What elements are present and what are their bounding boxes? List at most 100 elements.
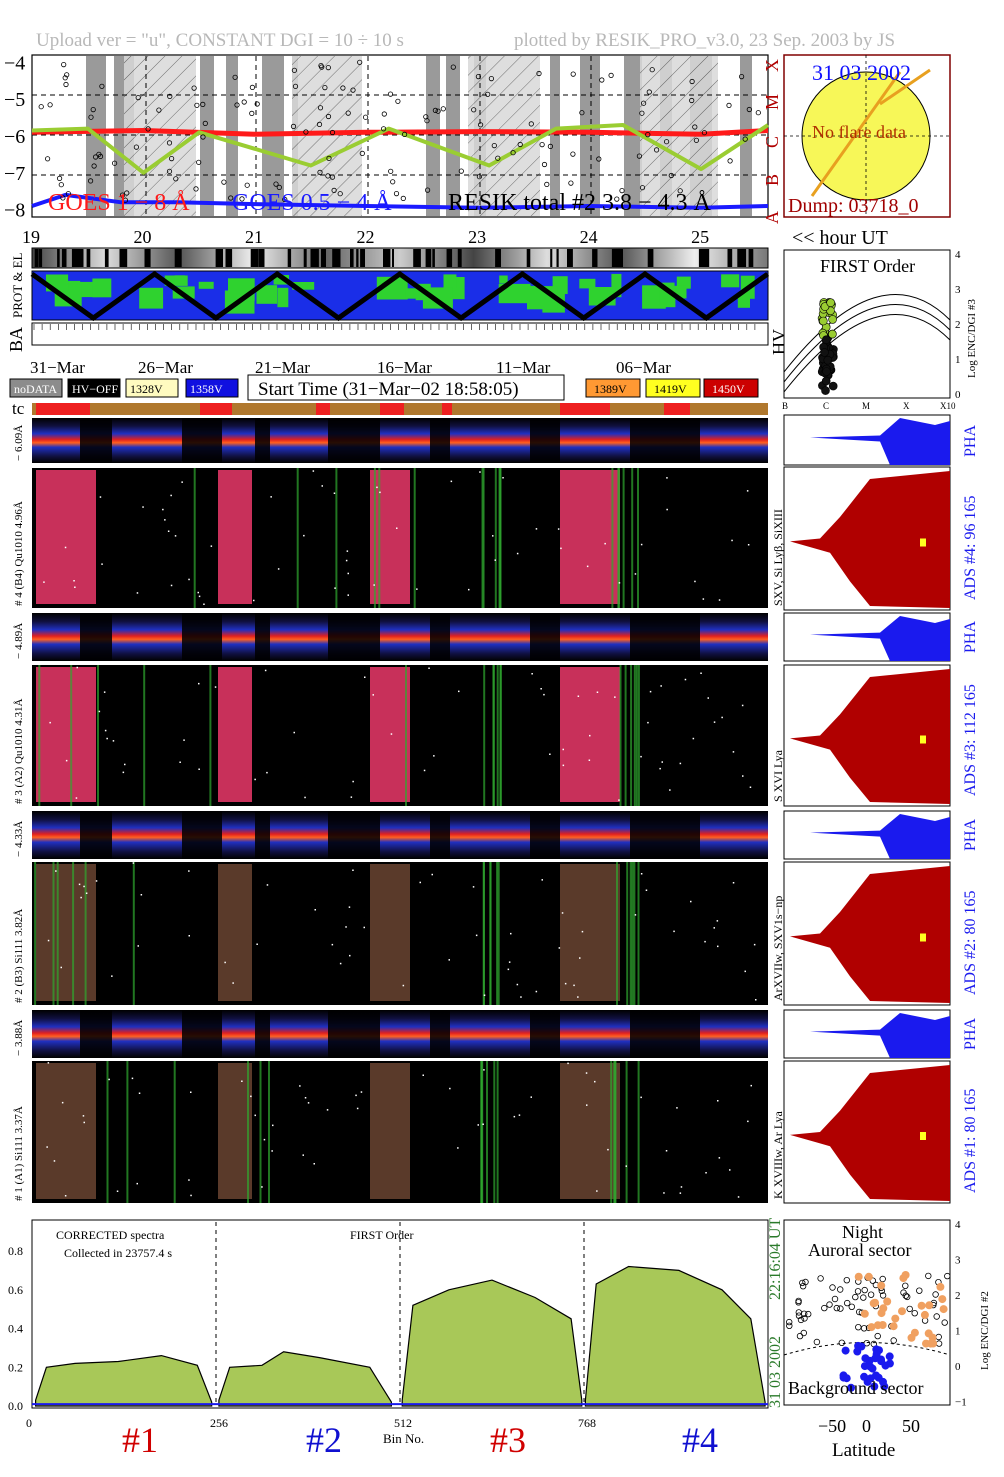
goes-scatter-point [90, 107, 96, 113]
count-speck [112, 740, 115, 742]
count-speck [713, 927, 715, 929]
particle-patch [579, 278, 596, 289]
green-streak [499, 665, 502, 806]
hv-block [550, 249, 553, 267]
green-streak [618, 468, 620, 608]
hv-block [225, 249, 233, 267]
hv-legend-label: 1358V [190, 382, 223, 396]
lat-point [838, 1339, 845, 1346]
goes-scatter-point [476, 174, 482, 180]
green-streak [622, 468, 625, 608]
lat-auroral-point [873, 1321, 882, 1330]
lat-point [786, 1322, 793, 1329]
count-speck [304, 796, 306, 799]
count-speck [731, 539, 733, 542]
count-speck [640, 873, 643, 875]
count-speck [83, 1121, 85, 1124]
goes-scatter-point [194, 102, 200, 108]
goes-scatter-point [579, 110, 585, 116]
count-speck [352, 869, 354, 871]
channel-lines-label: SXV, Si Lyβ, SiXIII [771, 509, 785, 606]
lat-background-point [847, 1383, 855, 1392]
sun-dump: Dump: 03718_0 [788, 195, 919, 217]
channel-lines-label: K XVIIIw, Ar Lya [771, 1110, 785, 1199]
lat-y-tick: 0 [955, 1361, 961, 1373]
goes-scatter-point [450, 64, 456, 70]
lat-point [902, 1282, 909, 1289]
green-streak [499, 468, 502, 608]
hv-block [495, 249, 501, 267]
hv-block [321, 249, 326, 267]
goes-scatter-point [510, 150, 516, 156]
green-streak [268, 1061, 270, 1203]
goes-scatter-point [167, 93, 173, 100]
green-streak [193, 468, 196, 608]
goes-scatter-point [193, 186, 199, 192]
count-speck [82, 1115, 85, 1117]
lat-point [805, 1310, 812, 1318]
tc-red-segment [36, 403, 90, 415]
sun-note: No flare data [812, 122, 906, 142]
hv-block [567, 249, 573, 267]
count-speck [350, 796, 353, 798]
count-speck [475, 934, 478, 937]
count-speck [181, 481, 183, 483]
count-speck [347, 572, 349, 575]
count-speck [663, 1192, 665, 1194]
dense-band [218, 667, 252, 802]
green-streak [496, 665, 499, 806]
green-streak [56, 862, 59, 1005]
count-speck [507, 968, 510, 971]
lat-point [852, 1293, 859, 1301]
count-speck [713, 721, 716, 723]
count-speck [106, 737, 108, 740]
hv-block [702, 249, 710, 267]
hv-legend-swatch [125, 378, 179, 398]
first-order-x-tick: X [903, 401, 910, 411]
first-order-y-tick: 4 [955, 249, 961, 261]
hv-block [38, 249, 43, 267]
lat-point [797, 1316, 805, 1324]
count-speck [253, 599, 255, 602]
latitude-panel: Night Auroral sector Background sector 4… [783, 1219, 991, 1461]
pha-gap [530, 811, 560, 859]
lat-point [860, 1294, 867, 1301]
goes-scatter-point [639, 110, 645, 116]
header-plotted-text: plotted by RESIK_PRO_v3.0, 23 Sep. 2003 … [514, 30, 895, 51]
particle-patch [292, 282, 315, 290]
first-order-ylabel: Log ENC/DGI #3 [966, 299, 978, 378]
hv-block [75, 249, 81, 267]
count-speck [468, 588, 470, 591]
count-speck [676, 1107, 678, 1109]
count-speck [360, 1091, 363, 1093]
goes-scatter-point [326, 155, 332, 161]
count-speck [684, 678, 687, 681]
hv-legend-swatch [9, 378, 63, 398]
channel-pha-label: − 3.88Å [13, 1020, 25, 1056]
goes-scatter-point [458, 168, 464, 174]
count-speck [543, 693, 545, 696]
legend-goes-short: GOES 0.5 − 4 Å [232, 190, 392, 216]
count-speck [250, 1095, 252, 1098]
count-speck [562, 764, 565, 767]
goes-scatter-point [400, 195, 406, 201]
lat-point [844, 1299, 851, 1307]
lat-point [799, 1282, 807, 1290]
goes-scatter-point [221, 179, 227, 185]
green-streak [126, 1061, 129, 1203]
goes-scatter-point [357, 59, 363, 65]
count-speck [640, 1096, 642, 1099]
count-speck [716, 920, 719, 922]
green-streak [132, 862, 135, 1005]
goes-scatter-point [746, 106, 752, 113]
dense-band [218, 1063, 252, 1199]
pha-gap [80, 811, 112, 859]
count-speck [577, 695, 580, 697]
goes-scatter-point [99, 83, 105, 89]
dense-band [370, 864, 410, 1001]
count-speck [607, 1148, 609, 1151]
count-speck [540, 688, 542, 690]
count-speck [47, 1062, 50, 1064]
goes-plot-panel: GOES 1 − 8 Å GOES 0.5 − 4 Å RESIK total … [31, 54, 770, 218]
spectrum-y-tick: 0.0 [8, 1399, 23, 1413]
